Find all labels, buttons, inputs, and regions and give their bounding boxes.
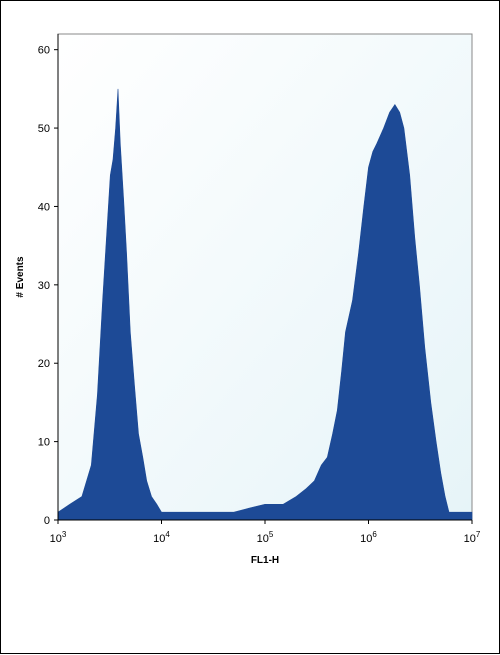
y-tick-label: 40 (38, 201, 50, 213)
x-tick-label: 105 (257, 530, 274, 545)
y-tick-label: 60 (38, 45, 50, 57)
x-axis-ticks: 103 104 105 106 107 (50, 520, 481, 545)
y-tick-label: 20 (38, 358, 50, 370)
y-tick-label: 50 (38, 123, 50, 135)
x-tick-label: 106 (360, 530, 377, 545)
x-tick-label: 107 (464, 530, 481, 545)
x-tick-label: 103 (50, 530, 67, 545)
histogram-area (57, 88, 473, 521)
y-tick-label: 10 (38, 437, 50, 449)
y-axis-ticks: 0 10 20 30 40 50 60 (38, 45, 58, 527)
x-tick-label: 104 (153, 530, 170, 545)
y-tick-label: 0 (44, 515, 50, 527)
y-axis-title: # Events (15, 256, 26, 298)
y-tick-label: 30 (38, 280, 50, 292)
x-axis-title: FL1-H (251, 555, 279, 566)
